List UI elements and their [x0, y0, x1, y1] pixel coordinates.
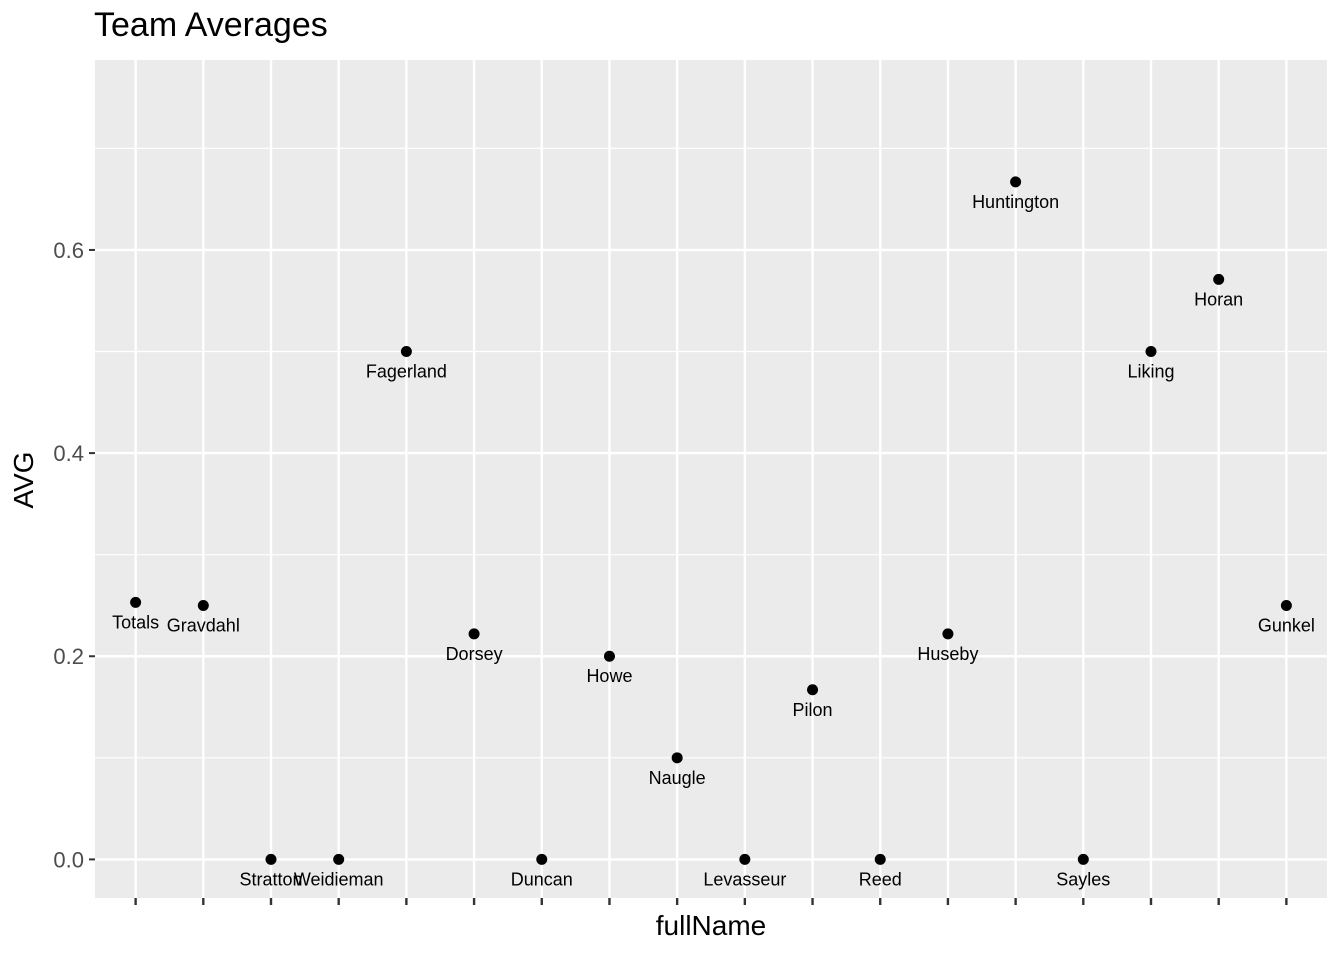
- point-label: Gravdahl: [167, 615, 240, 635]
- data-point: [1077, 853, 1089, 865]
- point-label: Liking: [1127, 362, 1174, 382]
- data-point: [400, 346, 412, 358]
- data-point: [130, 596, 142, 608]
- point-label: Stratton: [239, 869, 302, 889]
- data-point: [874, 853, 886, 865]
- point-label: Huseby: [917, 644, 978, 664]
- y-tick-label: 0.2: [53, 644, 84, 669]
- data-point: [942, 628, 954, 640]
- point-label: Huntington: [972, 192, 1059, 212]
- point-label: Pilon: [793, 700, 833, 720]
- data-point: [1280, 599, 1292, 611]
- data-point: [265, 853, 277, 865]
- point-label: Horan: [1194, 289, 1243, 309]
- y-axis-label: AVG: [8, 451, 39, 509]
- point-label: Reed: [859, 869, 902, 889]
- chart-title: Team Averages: [94, 6, 328, 44]
- plot-panel: [95, 60, 1327, 898]
- data-point: [1010, 176, 1022, 188]
- data-point: [197, 599, 209, 611]
- point-label: Sayles: [1056, 869, 1110, 889]
- y-tick-label: 0.4: [53, 441, 84, 466]
- point-label: Dorsey: [446, 644, 503, 664]
- data-point: [333, 853, 345, 865]
- point-label: Howe: [586, 666, 632, 686]
- point-label: Totals: [112, 612, 159, 632]
- data-point: [739, 853, 751, 865]
- data-point: [1213, 273, 1225, 285]
- y-tick-label: 0.0: [53, 847, 84, 872]
- data-point: [536, 853, 548, 865]
- data-point: [807, 684, 819, 696]
- point-label: Gunkel: [1258, 615, 1315, 635]
- data-point: [468, 628, 480, 640]
- point-label: Fagerland: [366, 362, 447, 382]
- point-label: Duncan: [511, 869, 573, 889]
- point-label: Weidieman: [294, 869, 384, 889]
- data-point: [671, 752, 683, 764]
- y-tick-label: 0.6: [53, 238, 84, 263]
- data-point: [1145, 346, 1157, 358]
- x-axis-label: fullName: [655, 910, 767, 941]
- point-label: Levasseur: [703, 869, 786, 889]
- data-point: [603, 650, 615, 662]
- point-label: Naugle: [649, 768, 706, 788]
